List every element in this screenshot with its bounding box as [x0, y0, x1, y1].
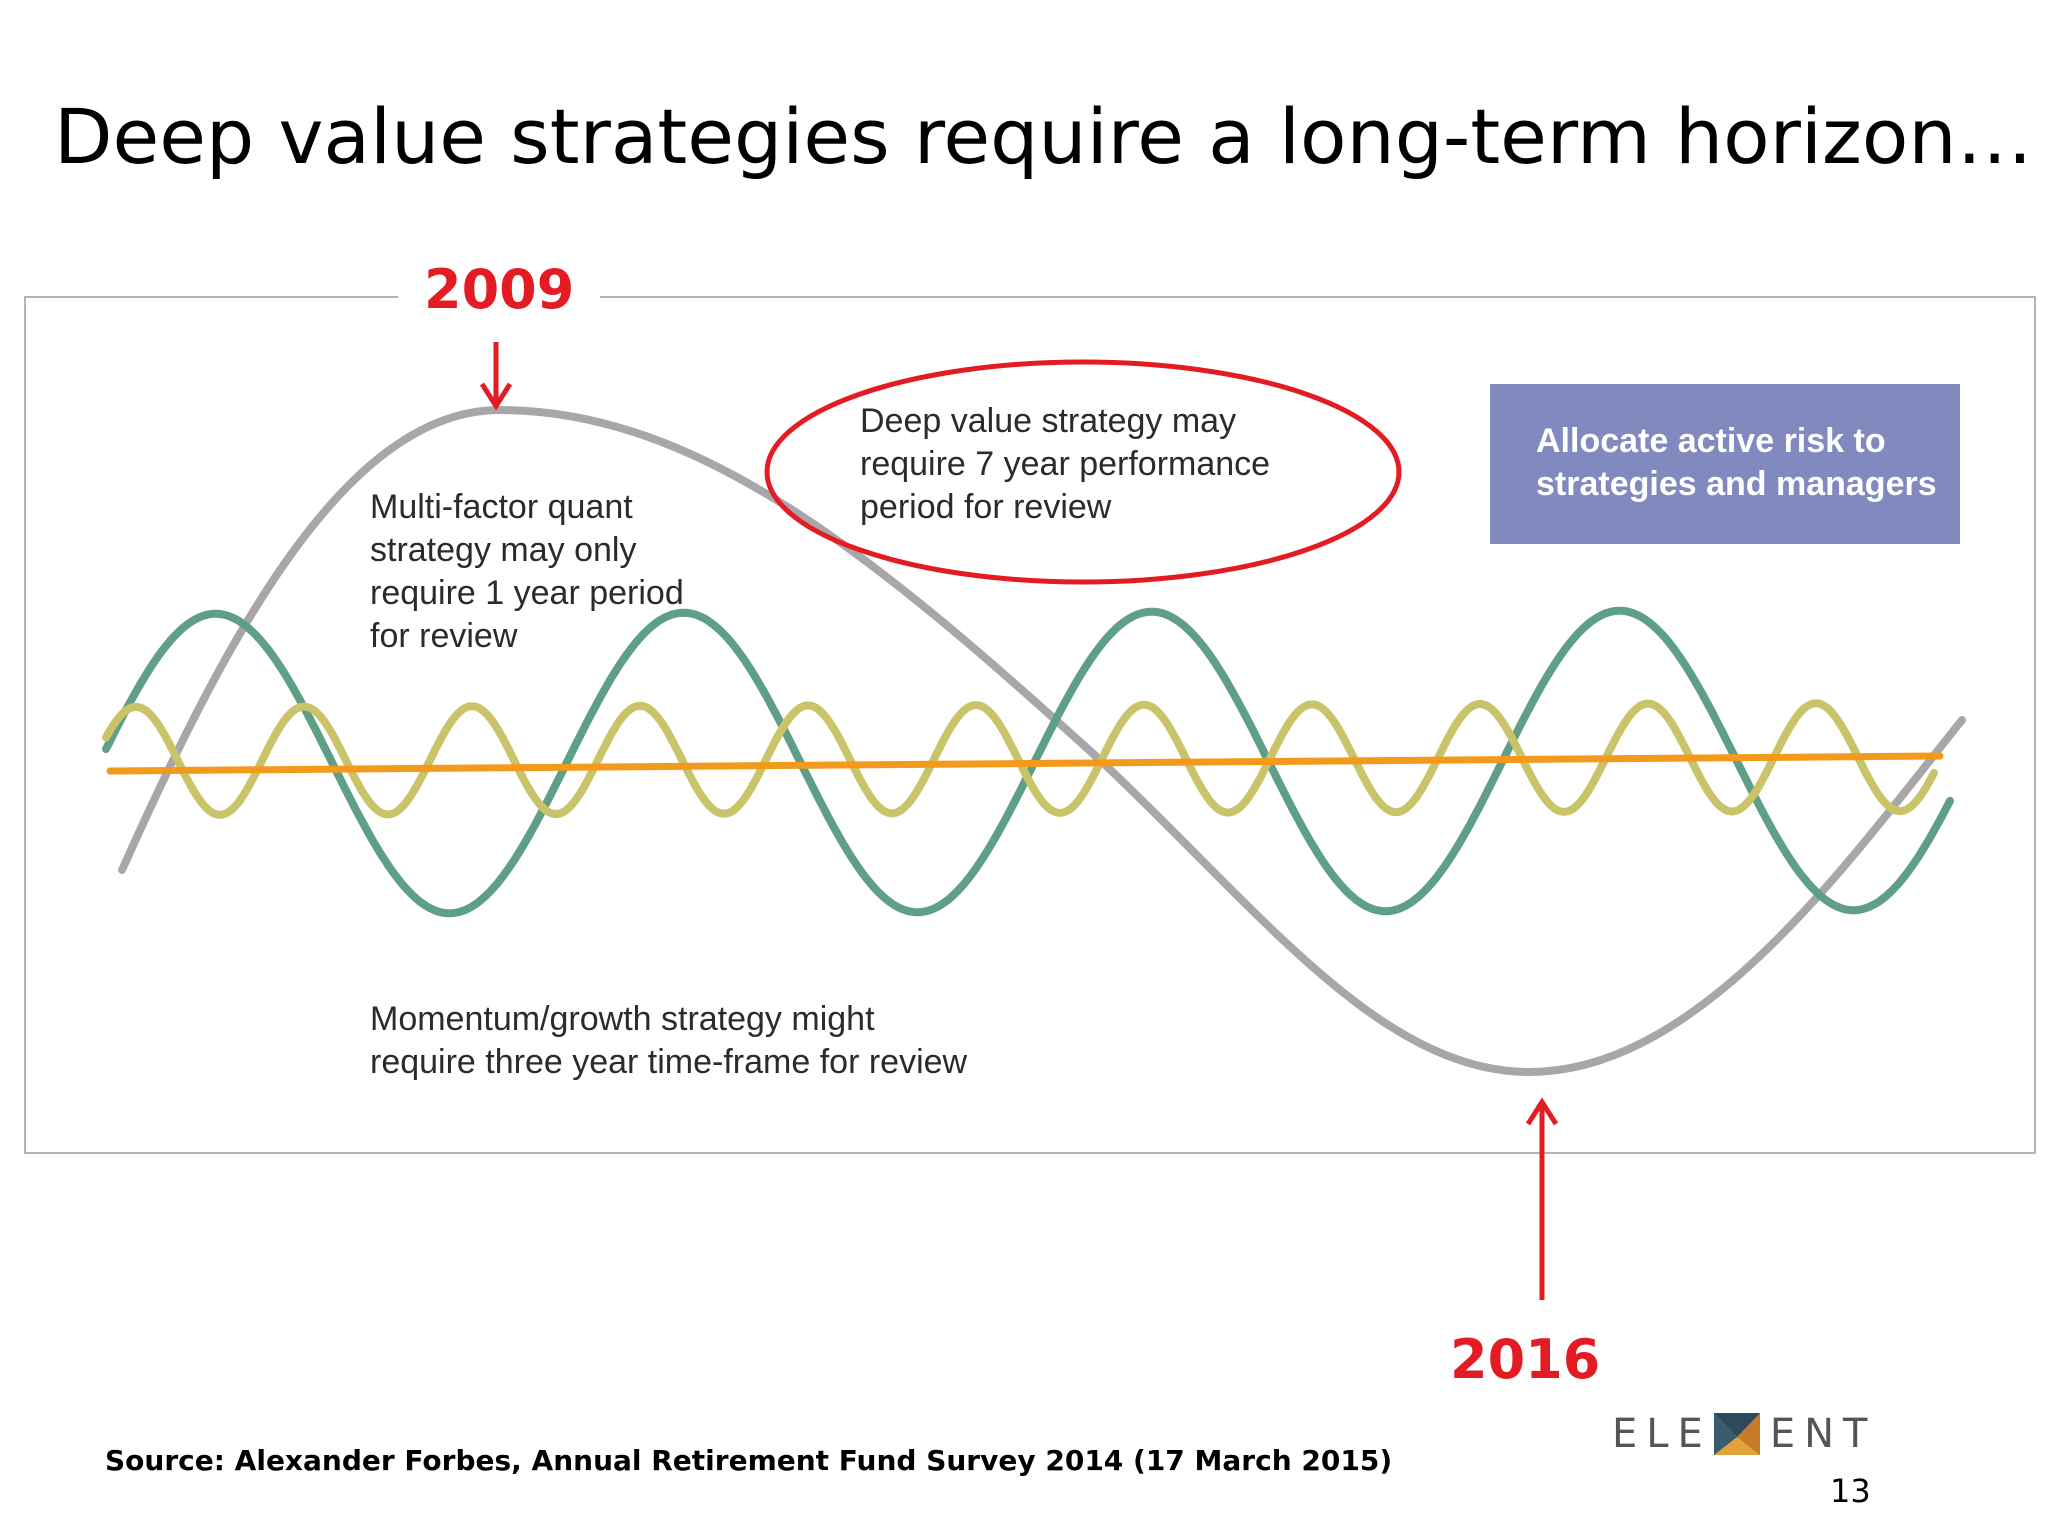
- logo-mark-icon: [1713, 1413, 1760, 1455]
- quant-annotation: Multi-factor quant strategy may only req…: [370, 486, 684, 658]
- quant-annotation-line: for review: [370, 617, 518, 655]
- logo-text-right: ENT: [1769, 1411, 1877, 1457]
- quant-annotation-line: require 1 year period: [370, 574, 684, 612]
- quant-annotation-line: strategy may only: [370, 531, 637, 569]
- year-label-2016: 2016: [1450, 1328, 1601, 1391]
- element-logo: ELE ENT: [1612, 1408, 1876, 1460]
- momentum-annotation: Momentum/growth strategy might require t…: [370, 998, 967, 1084]
- allocate-risk-callout: Allocate active risk to strategies and m…: [1490, 384, 1960, 544]
- page-number: 13: [1830, 1472, 1871, 1510]
- deep-value-wave: [118, 405, 1966, 1077]
- deep-value-annotation-line: Deep value strategy may: [860, 402, 1237, 440]
- year-label-2009: 2009: [398, 258, 601, 321]
- arrow-2016-head: [1525, 1097, 1559, 1126]
- deep-value-highlight-ellipse: [764, 359, 1402, 585]
- momentum-annotation-line: Momentum/growth strategy might: [370, 1000, 875, 1038]
- callout-line: strategies and managers: [1536, 465, 1937, 503]
- deep-value-annotation: Deep value strategy may require 7 year p…: [860, 400, 1270, 529]
- deep-value-annotation-line: require 7 year performance: [860, 445, 1271, 483]
- momentum-annotation-line: require three year time-frame for review: [370, 1043, 968, 1081]
- arrow-2009-head: [479, 382, 513, 411]
- slide-title: Deep value strategies require a long-ter…: [54, 92, 2033, 181]
- callout-line: Allocate active risk to: [1536, 422, 1886, 460]
- deep-value-annotation-line: period for review: [860, 488, 1112, 526]
- baseline-line: [106, 752, 1944, 775]
- source-citation: Source: Alexander Forbes, Annual Retirem…: [105, 1444, 1393, 1477]
- logo-text-left: ELE: [1612, 1411, 1712, 1457]
- quant-annotation-line: Multi-factor quant: [370, 488, 633, 526]
